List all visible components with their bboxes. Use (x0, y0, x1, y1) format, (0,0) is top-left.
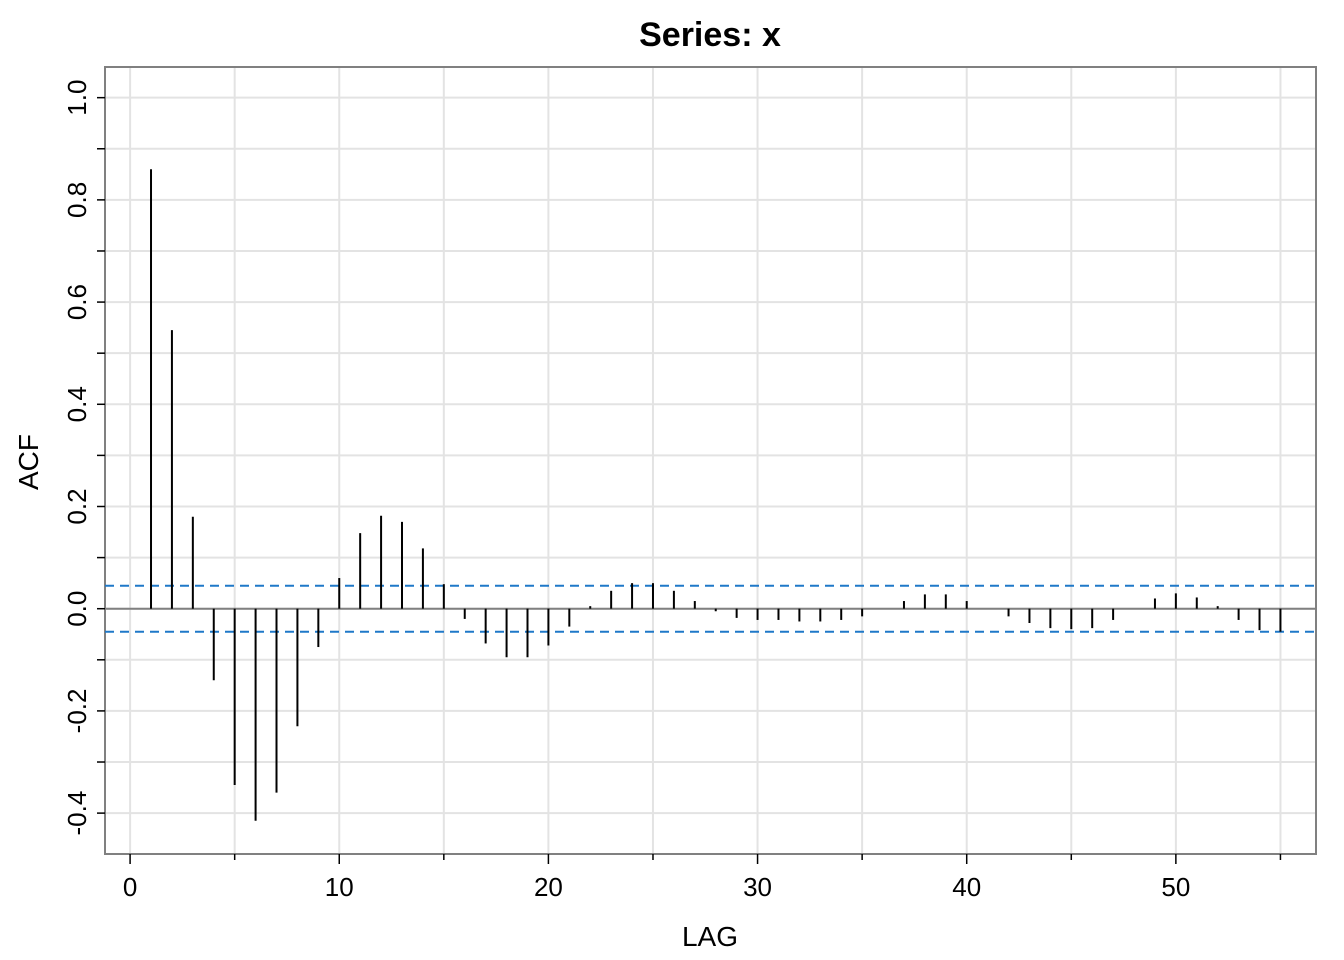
y-tick-label: -0.2 (62, 689, 92, 734)
x-tick-label: 50 (1161, 872, 1190, 902)
x-tick-label: 30 (743, 872, 772, 902)
y-tick-label: 0.8 (62, 182, 92, 218)
y-tick-label: 0.2 (62, 488, 92, 524)
y-tick-label: 1.0 (62, 80, 92, 116)
x-tick-label: 10 (325, 872, 354, 902)
plot-frame (104, 66, 1317, 855)
y-axis: -0.4 -0.2 0.0 0.2 0.4 0.6 0.8 1.0 (62, 80, 105, 836)
x-tick-label: 0 (123, 872, 137, 902)
grid-lines (105, 67, 1316, 854)
y-tick-label: -0.4 (62, 791, 92, 836)
acf-bars (150, 169, 1282, 821)
y-tick-label: 0.4 (62, 386, 92, 422)
x-tick-label: 20 (534, 872, 563, 902)
y-axis-title: ACF (13, 434, 44, 490)
chart-title: Series: x (639, 16, 781, 54)
x-axis: 0 10 20 30 40 50 (123, 854, 1282, 902)
y-tick-label: 0.0 (62, 591, 92, 627)
x-axis-title: LAG (682, 921, 738, 952)
confidence-bounds (105, 584, 1316, 633)
y-tick-label: 0.6 (62, 284, 92, 320)
x-tick-label: 40 (952, 872, 981, 902)
